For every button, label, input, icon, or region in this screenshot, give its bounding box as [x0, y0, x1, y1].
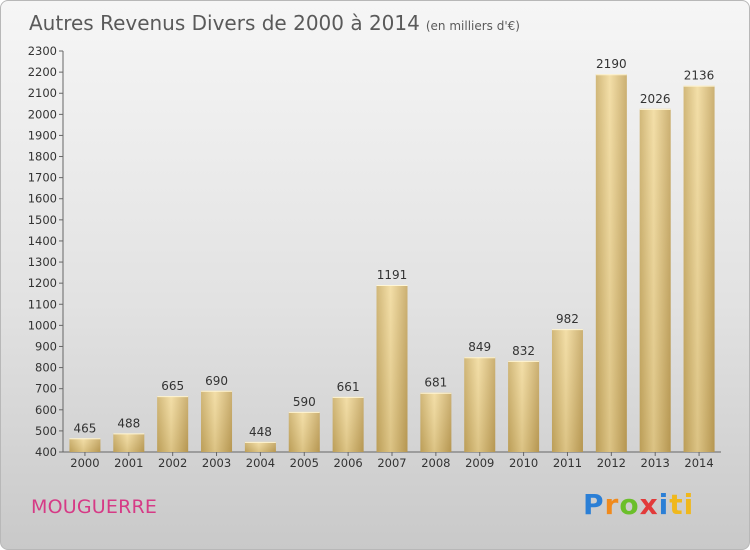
bar-shade: [157, 396, 189, 452]
y-tick-label: 1100: [28, 297, 57, 311]
bar-shade: [201, 390, 233, 452]
x-tick-label: 2003: [202, 456, 231, 470]
data-label: 681: [424, 376, 447, 390]
data-label: 2190: [596, 57, 627, 71]
y-tick-label: 1500: [28, 213, 57, 227]
bar-shade: [508, 360, 540, 452]
data-label: 832: [512, 344, 535, 358]
brand-letter: r: [604, 488, 620, 521]
brand-letter: ti: [669, 488, 695, 521]
x-tick-label: 2011: [553, 456, 582, 470]
chart-title: Autres Revenus Divers de 2000 à 2014 (en …: [29, 11, 520, 35]
y-tick-label: 2200: [28, 65, 57, 79]
bar-shade: [288, 411, 320, 452]
bar-shade: [69, 438, 101, 452]
bar-shade: [376, 285, 408, 452]
y-tick-label: 700: [35, 382, 57, 396]
bar-shade: [244, 441, 276, 452]
x-tick-label: 2014: [684, 456, 713, 470]
y-tick-label: 800: [35, 361, 57, 375]
x-tick-label: 2004: [246, 456, 275, 470]
bar-shade: [464, 357, 496, 452]
bar-shade: [332, 396, 364, 452]
y-tick-label: 400: [35, 445, 57, 459]
bar-shade: [551, 329, 583, 452]
y-tick-label: 1800: [28, 150, 57, 164]
data-label: 661: [337, 380, 360, 394]
x-tick-label: 2009: [465, 456, 494, 470]
data-label: 590: [293, 395, 316, 409]
data-label: 1191: [377, 268, 408, 282]
y-tick-label: 500: [35, 424, 57, 438]
x-tick-label: 2005: [290, 456, 319, 470]
y-tick-label: 2000: [28, 107, 57, 121]
bar-shade: [683, 85, 715, 452]
y-tick-label: 1700: [28, 171, 57, 185]
chart-unit: (en milliers d'€): [425, 19, 520, 33]
bar-shade: [595, 74, 627, 452]
data-label: 982: [556, 312, 579, 326]
y-tick-label: 1300: [28, 255, 57, 269]
x-tick-label: 2007: [377, 456, 406, 470]
x-tick-label: 2008: [421, 456, 450, 470]
proxiti-logo: Proxiti: [583, 488, 694, 521]
bar-shade: [113, 433, 145, 452]
bar-shade: [420, 392, 452, 452]
x-tick-label: 2010: [509, 456, 538, 470]
y-tick-label: 1600: [28, 192, 57, 206]
x-tick-label: 2000: [70, 456, 99, 470]
brand-letter: i: [658, 488, 670, 521]
y-tick-label: 1000: [28, 318, 57, 332]
x-tick-label: 2002: [158, 456, 187, 470]
x-tick-label: 2006: [333, 456, 362, 470]
y-tick-label: 1900: [28, 128, 57, 142]
y-tick-label: 2300: [28, 44, 57, 58]
data-label: 2136: [684, 69, 715, 83]
x-tick-label: 2001: [114, 456, 143, 470]
data-label: 488: [117, 416, 140, 430]
data-label: 665: [161, 379, 184, 393]
bar-shade: [639, 108, 671, 452]
y-tick-label: 2100: [28, 86, 57, 100]
brand-letter: P: [583, 488, 605, 521]
x-tick-label: 2013: [641, 456, 670, 470]
data-label: 465: [73, 421, 96, 435]
y-tick-label: 1400: [28, 234, 57, 248]
brand-letter: x: [639, 488, 659, 521]
data-label: 690: [205, 374, 228, 388]
data-label: 849: [468, 340, 491, 354]
x-tick-label: 2012: [597, 456, 626, 470]
y-tick-label: 1200: [28, 276, 57, 290]
data-label: 448: [249, 425, 272, 439]
chart-title-text: Autres Revenus Divers de 2000 à 2014: [29, 11, 420, 35]
brand-letter: o: [619, 488, 640, 521]
data-label: 2026: [640, 92, 671, 106]
y-tick-label: 600: [35, 403, 57, 417]
y-tick-label: 900: [35, 339, 57, 353]
commune-name: MOUGUERRE: [31, 496, 158, 518]
